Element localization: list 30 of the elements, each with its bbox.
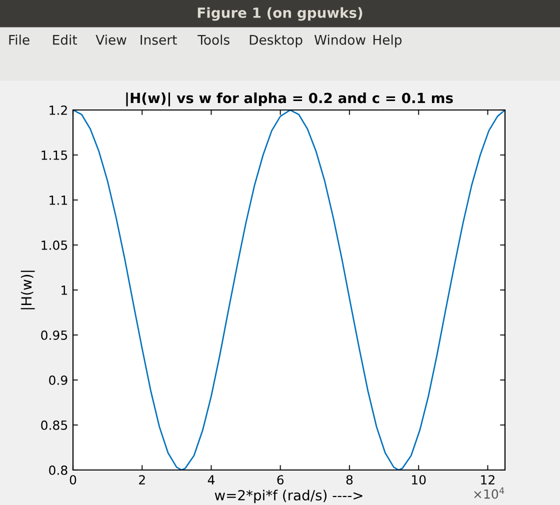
x-tick-label: 10: [412, 475, 426, 485]
x-tick-label: 8: [346, 475, 353, 485]
text: Desktop: [250, 34, 302, 48]
x-tick-label: 6: [277, 475, 284, 485]
x-tick-label: 4: [208, 475, 215, 484]
y-tick-label: 1.2: [50, 105, 67, 115]
text: Window: [314, 34, 366, 45]
x-tick-label: 2: [139, 475, 145, 484]
text: File: [9, 34, 30, 45]
x-axis-title: w=2*pi*f (rad/s) ---->: [214, 490, 362, 504]
line-series: [73, 110, 505, 470]
y-tick-label: 1.05: [42, 240, 68, 250]
y-tick-label: 0.8: [49, 465, 68, 475]
text: ×10$^{4}$: [474, 487, 504, 499]
x-tick-label: 0: [70, 475, 76, 485]
text: Edit: [53, 34, 78, 45]
y-tick-label: 0.95: [41, 330, 68, 340]
text: View: [96, 34, 126, 45]
caption: Figure 1 (on gpuwks): [198, 7, 362, 21]
y-tick-label: 1.15: [42, 150, 68, 160]
text: Tools: [198, 34, 230, 45]
y-axis-title: |H(w)|: [20, 270, 35, 310]
chart-title: |H(w)| vs w for alpha = 0.2 and c = 0.1 ms: [126, 92, 453, 106]
text: Insert: [140, 35, 177, 45]
x-tick-label: 12: [481, 475, 494, 484]
y-tick-label: 0.9: [49, 375, 68, 385]
y-tick-label: 1.1: [50, 196, 67, 205]
text: Help: [373, 34, 402, 48]
y-tick-label: 1: [62, 286, 67, 295]
y-tick-label: 0.85: [41, 420, 68, 430]
